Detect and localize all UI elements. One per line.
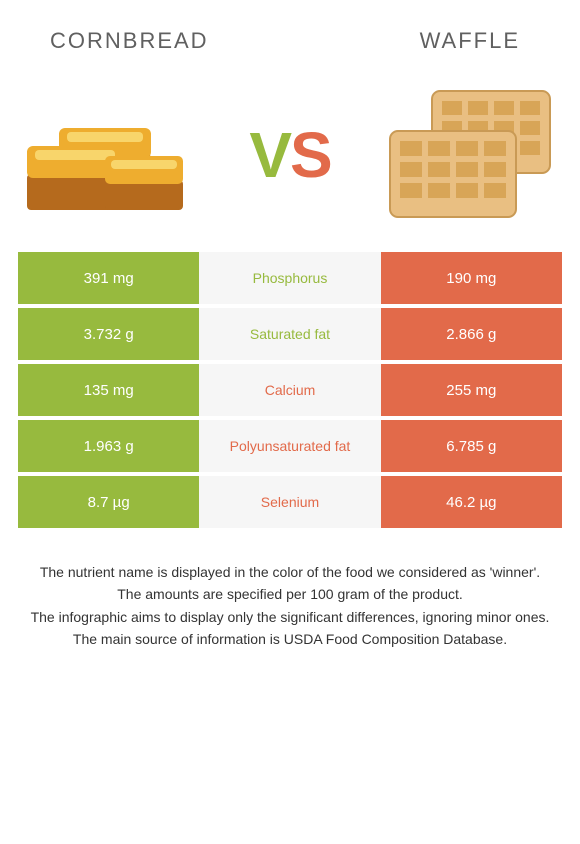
table-row: 135 mgCalcium255 mg — [18, 364, 562, 416]
right-value: 190 mg — [381, 252, 562, 304]
nutrient-label: Saturated fat — [199, 308, 380, 360]
right-value: 46.2 µg — [381, 476, 562, 528]
table-row: 391 mgPhosphorus190 mg — [18, 252, 562, 304]
vs-s: S — [290, 118, 331, 192]
vs-label: V S — [249, 118, 330, 192]
waffle-image — [382, 80, 562, 230]
right-value: 2.866 g — [381, 308, 562, 360]
table-row: 8.7 µgSelenium46.2 µg — [18, 476, 562, 528]
left-food-title: Cornbread — [50, 28, 209, 54]
header: Cornbread Waffle — [0, 0, 580, 72]
right-food-title: Waffle — [420, 28, 520, 54]
cornbread-image — [18, 80, 198, 230]
footnote-line: The nutrient name is displayed in the co… — [20, 562, 560, 582]
left-value: 391 mg — [18, 252, 199, 304]
footnotes: The nutrient name is displayed in the co… — [0, 532, 580, 649]
nutrient-label: Calcium — [199, 364, 380, 416]
table-row: 3.732 gSaturated fat2.866 g — [18, 308, 562, 360]
left-value: 3.732 g — [18, 308, 199, 360]
left-value: 8.7 µg — [18, 476, 199, 528]
footnote-line: The infographic aims to display only the… — [20, 607, 560, 627]
nutrient-label: Phosphorus — [199, 252, 380, 304]
footnote-line: The amounts are specified per 100 gram o… — [20, 584, 560, 604]
vs-v: V — [249, 118, 290, 192]
right-value: 255 mg — [381, 364, 562, 416]
comparison-table: 391 mgPhosphorus190 mg3.732 gSaturated f… — [0, 252, 580, 528]
right-value: 6.785 g — [381, 420, 562, 472]
left-value: 135 mg — [18, 364, 199, 416]
footnote-line: The main source of information is USDA F… — [20, 629, 560, 649]
nutrient-label: Polyunsaturated fat — [199, 420, 380, 472]
left-value: 1.963 g — [18, 420, 199, 472]
images-row: V S — [0, 72, 580, 252]
table-row: 1.963 gPolyunsaturated fat6.785 g — [18, 420, 562, 472]
nutrient-label: Selenium — [199, 476, 380, 528]
